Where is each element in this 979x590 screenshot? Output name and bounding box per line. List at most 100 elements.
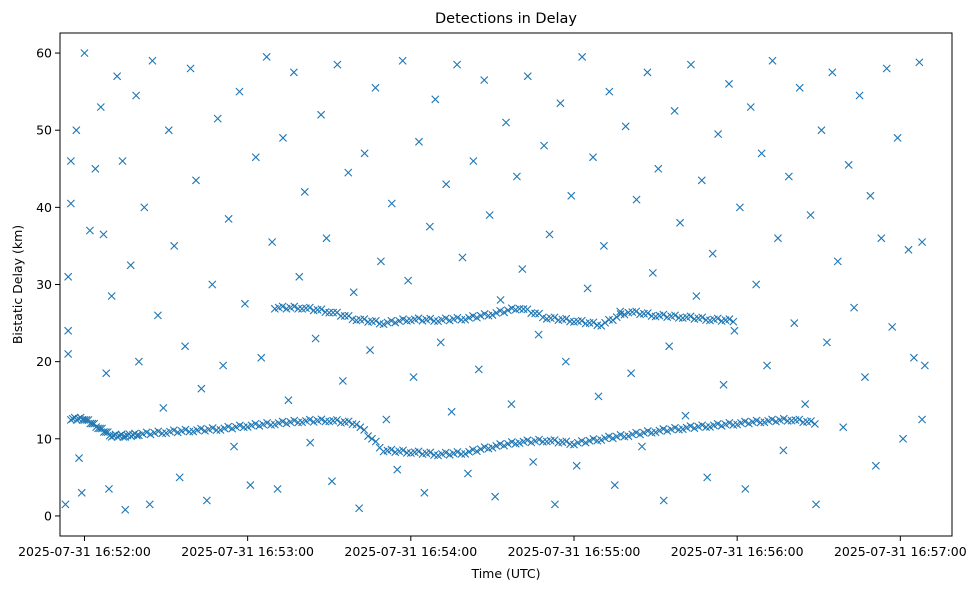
data-point	[91, 164, 100, 173]
data-point	[899, 434, 908, 443]
data-point	[224, 214, 233, 223]
data-point	[714, 130, 723, 139]
data-point	[235, 421, 244, 430]
data-point	[414, 447, 423, 456]
data-point	[589, 153, 598, 162]
data-point	[387, 445, 396, 454]
data-point	[99, 428, 108, 437]
data-point	[113, 432, 122, 441]
data-point	[393, 465, 402, 474]
data-point	[235, 87, 244, 96]
data-point	[107, 432, 116, 441]
data-point	[784, 172, 793, 181]
data-point	[472, 447, 481, 456]
data-point	[72, 126, 81, 135]
y-tick-label: 40	[36, 200, 52, 215]
data-point	[453, 313, 462, 322]
data-point	[356, 423, 365, 432]
data-point	[569, 440, 578, 449]
data-point	[246, 481, 255, 490]
data-point	[599, 241, 608, 250]
x-tick-label: 2025-07-31 16:54:00	[344, 544, 477, 559]
data-point	[371, 437, 380, 446]
data-point	[806, 211, 815, 220]
data-point	[581, 438, 590, 447]
data-point	[648, 268, 657, 277]
y-tick-label: 30	[36, 277, 52, 292]
data-point	[492, 308, 501, 317]
data-point	[833, 257, 842, 266]
data-point	[806, 417, 815, 426]
data-point	[523, 436, 532, 445]
data-point	[920, 361, 929, 370]
data-point	[610, 481, 619, 490]
data-point	[294, 304, 303, 313]
data-point	[289, 68, 298, 77]
data-point	[627, 369, 636, 378]
data-point	[779, 414, 788, 423]
data-point	[572, 461, 581, 470]
data-point	[822, 338, 831, 347]
data-point	[507, 400, 516, 409]
data-point	[632, 195, 641, 204]
data-point	[491, 492, 500, 501]
data-point	[535, 435, 544, 444]
data-point	[866, 191, 875, 200]
data-point	[219, 361, 228, 370]
data-point	[306, 438, 315, 447]
data-point	[503, 439, 512, 448]
y-tick-label: 10	[36, 431, 52, 446]
data-point	[773, 234, 782, 243]
data-point	[379, 320, 388, 329]
data-point	[578, 52, 587, 61]
data-point	[828, 68, 837, 77]
data-point	[810, 419, 819, 428]
data-point	[333, 60, 342, 69]
data-point	[608, 434, 617, 443]
data-point	[713, 314, 722, 323]
data-point	[918, 415, 927, 424]
data-point	[550, 436, 559, 445]
data-point	[360, 315, 369, 324]
data-point	[465, 447, 474, 456]
data-point	[795, 415, 804, 424]
data-point	[391, 318, 400, 327]
data-point	[64, 326, 73, 335]
data-point	[94, 424, 103, 433]
data-point	[290, 416, 299, 425]
data-point	[752, 280, 761, 289]
data-point	[382, 415, 391, 424]
data-point	[503, 306, 512, 315]
data-point	[387, 199, 396, 208]
data-point	[476, 311, 485, 320]
data-point	[431, 95, 440, 104]
data-point	[583, 284, 592, 293]
data-point	[616, 430, 625, 439]
data-point	[181, 342, 190, 351]
data-point	[360, 149, 369, 158]
data-point	[686, 312, 695, 321]
data-point	[597, 435, 606, 444]
data-point	[118, 157, 127, 166]
data-point	[601, 434, 610, 443]
data-point	[746, 103, 755, 112]
data-point	[703, 473, 712, 482]
data-point	[311, 334, 320, 343]
data-point	[624, 432, 633, 441]
data-point	[534, 330, 543, 339]
data-point	[643, 68, 652, 77]
data-point	[134, 357, 143, 366]
data-point	[383, 318, 392, 327]
data-point	[99, 230, 108, 239]
data-point	[140, 203, 149, 212]
data-point	[692, 292, 701, 301]
data-point	[414, 314, 423, 323]
data-point	[349, 288, 358, 297]
data-point	[465, 313, 474, 322]
data-point	[398, 56, 407, 65]
data-point	[86, 419, 95, 428]
data-point	[888, 322, 897, 331]
data-point	[425, 222, 434, 231]
data-point	[469, 157, 478, 166]
data-point	[502, 118, 510, 127]
